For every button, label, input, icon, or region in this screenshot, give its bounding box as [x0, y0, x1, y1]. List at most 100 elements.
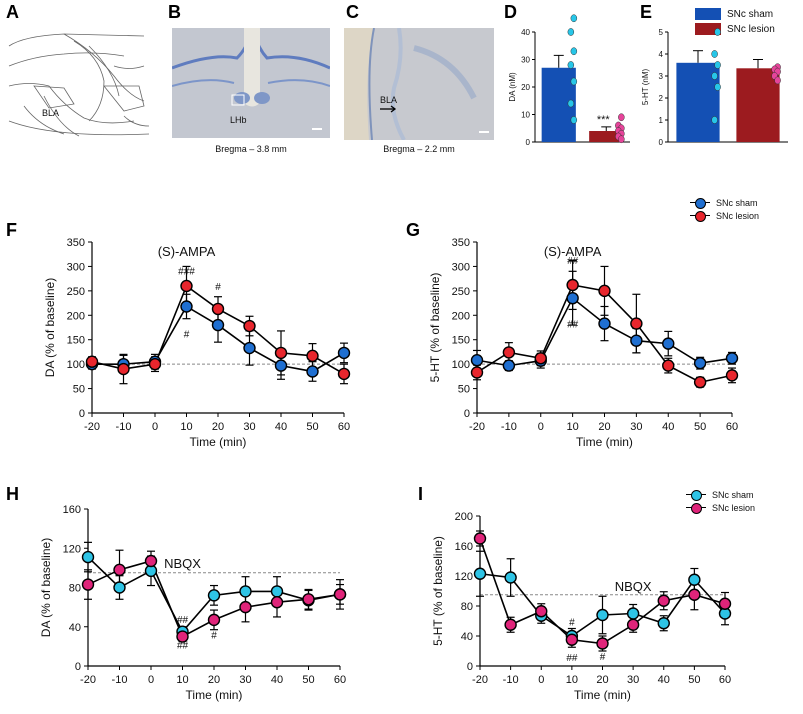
G-data-point — [693, 356, 707, 370]
H-annotation: # — [211, 631, 217, 642]
I-data-point — [535, 605, 548, 618]
D-y-tick-label: 0 — [526, 138, 531, 147]
G-data-point — [598, 284, 611, 298]
I-annotation: NBQX — [615, 579, 652, 594]
I-x-tick-label: 40 — [658, 674, 670, 686]
F-x-tick-label: 10 — [180, 421, 192, 433]
I-data-point — [688, 588, 701, 601]
H-x-tick-label: 10 — [176, 674, 188, 686]
panel-letter-i: I — [418, 484, 424, 504]
E-y-axis-label: 5-HT (nM) — [641, 69, 650, 106]
H-y-tick-label: 0 — [75, 661, 81, 673]
F-data-point — [337, 346, 351, 360]
G-y-axis-label: 5-HT (% of baseline) — [428, 273, 442, 383]
D-significance-label: *** — [597, 114, 611, 126]
caption-bregma-c: Bregma – 2.2 mm — [383, 144, 455, 154]
F-x-tick-label: 20 — [212, 421, 224, 433]
G-data-point — [598, 317, 611, 330]
F-x-tick-label: 60 — [338, 421, 350, 433]
panel-letter-d: D — [504, 2, 517, 22]
I-annotation: ## — [566, 653, 578, 664]
panel-letter-g: G — [406, 220, 421, 240]
F-data-point — [337, 367, 351, 381]
H-data-point — [270, 596, 284, 609]
E-data-point — [711, 72, 718, 80]
legend-marker-sham — [690, 198, 710, 209]
H-data-point — [302, 593, 315, 606]
legend-marker-lesion-hi — [686, 503, 706, 514]
panel-letter-b: B — [168, 2, 181, 22]
H-y-tick-label: 120 — [63, 543, 81, 555]
H-x-tick-label: 30 — [239, 674, 251, 686]
I-data-point — [657, 594, 670, 607]
H-x-axis-label: Time (min) — [186, 688, 243, 702]
I-annotation: # — [600, 652, 606, 663]
F-data-point — [306, 365, 319, 378]
I-data-point — [565, 633, 579, 646]
G-data-point — [725, 369, 739, 382]
F-x-axis-label: Time (min) — [190, 435, 247, 449]
I-data-point — [473, 567, 487, 580]
atlas-bla-label: BLA — [42, 108, 59, 118]
G-x-tick-label: 0 — [538, 421, 544, 433]
G-data-point — [725, 352, 739, 365]
I-x-tick-label: 20 — [596, 674, 608, 686]
G-x-tick-label: 60 — [726, 421, 738, 433]
G-data-point — [502, 346, 516, 359]
F-y-tick-label: 100 — [67, 359, 85, 371]
H-x-tick-label: 60 — [334, 674, 346, 686]
F-data-point — [211, 318, 225, 332]
H-x-tick-label: -10 — [112, 674, 128, 686]
G-data-point — [662, 337, 675, 350]
G-y-tick-label: 100 — [452, 359, 470, 371]
D-data-point — [618, 135, 625, 144]
D-data-point — [567, 28, 575, 36]
atlas-drawing: BLA — [8, 33, 150, 137]
I-x-tick-label: -10 — [503, 674, 519, 686]
G-y-tick-label: 150 — [452, 335, 470, 347]
legend-label-sham: SNc sham — [727, 8, 774, 20]
I-data-point — [688, 573, 701, 586]
E-y-tick-label: 3 — [659, 72, 664, 81]
panel-letter-a: A — [6, 2, 19, 22]
D-data-point — [570, 47, 578, 56]
I-y-tick-label: 120 — [455, 571, 473, 583]
H-x-tick-label: 40 — [271, 674, 283, 686]
histology-image-bla: BLA — [344, 28, 494, 140]
I-y-tick-label: 200 — [455, 511, 473, 523]
F-data-point — [306, 349, 319, 363]
H-data-point — [207, 589, 221, 602]
G-x-tick-label: 30 — [630, 421, 642, 433]
F-y-tick-label: 0 — [79, 408, 85, 420]
H-y-tick-label: 160 — [63, 504, 81, 516]
H-annotation: NBQX — [164, 556, 201, 571]
F-data-point — [180, 300, 193, 313]
G-data-point — [630, 334, 643, 347]
I-x-tick-label: 30 — [627, 674, 639, 686]
G-annotation: ## — [567, 256, 579, 267]
G-annotation: ## — [567, 320, 579, 331]
F-y-axis-label: DA (% of baseline) — [43, 278, 57, 377]
G-x-tick-label: 20 — [598, 421, 610, 433]
I-annotation: # — [569, 618, 575, 629]
G-data-point — [534, 352, 547, 365]
I-x-tick-label: 50 — [688, 674, 700, 686]
H-data-point — [239, 600, 252, 614]
E-bar — [736, 68, 780, 142]
legend-marker-sham-hi — [686, 490, 706, 501]
I-data-point — [626, 618, 640, 631]
lhb-label: LHb — [230, 115, 247, 125]
H-data-point — [113, 581, 126, 594]
H-data-point — [113, 563, 126, 577]
H-data-point — [144, 554, 158, 568]
F-x-tick-label: -10 — [116, 421, 132, 433]
F-y-tick-label: 350 — [67, 237, 85, 249]
I-x-tick-label: -20 — [472, 674, 488, 686]
D-data-point — [567, 99, 575, 108]
I-data-point — [657, 617, 670, 630]
H-data-point — [270, 585, 284, 598]
H-data-point — [81, 578, 95, 591]
H-y-axis-label: DA (% of baseline) — [39, 538, 53, 637]
H-y-tick-label: 80 — [69, 583, 81, 595]
E-y-tick-label: 0 — [659, 138, 664, 147]
